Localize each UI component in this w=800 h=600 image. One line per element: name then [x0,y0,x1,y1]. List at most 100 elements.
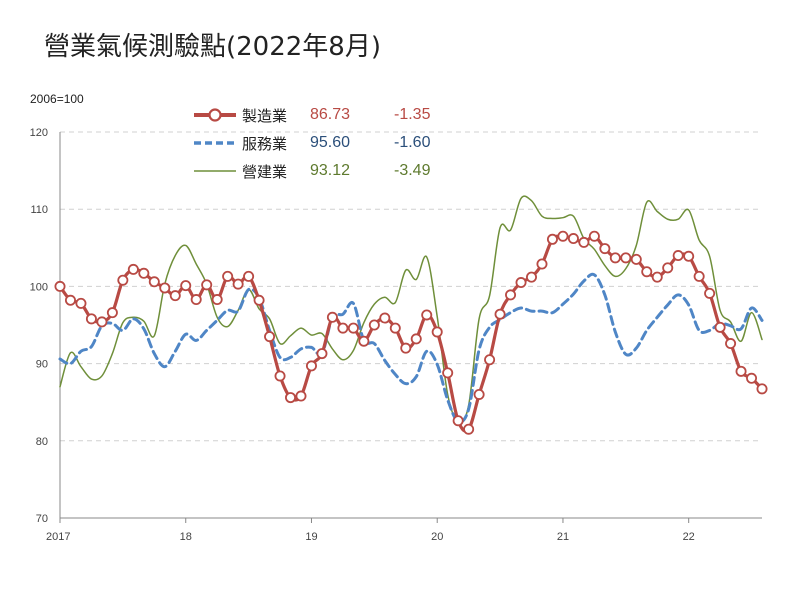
data-point-manufacturing [169,290,181,302]
data-point-manufacturing [106,307,118,319]
legend-swatch-manufacturing [194,108,236,122]
data-point-manufacturing [536,258,548,270]
data-point-manufacturing [389,322,401,334]
data-point-manufacturing [630,253,642,265]
data-point-manufacturing [515,277,527,289]
data-point-manufacturing [662,262,674,274]
data-point-manufacturing [222,270,234,282]
data-point-manufacturing [567,233,579,245]
data-point-manufacturing [620,252,632,264]
x-tick-label: 19 [305,531,317,543]
data-point-manufacturing [410,333,422,345]
series-line-services [58,272,764,424]
data-point-manufacturing [190,294,202,306]
data-point-manufacturing [75,297,87,309]
legend-swatch-services [194,141,236,145]
data-point-manufacturing [672,250,684,262]
legend-name-services: 服務業 [242,134,288,153]
data-point-manufacturing [368,319,380,331]
data-point-manufacturing [599,243,611,255]
x-tick-label: 18 [180,531,192,543]
y-tick-label: 80 [36,436,48,448]
data-point-manufacturing [756,383,768,395]
data-point-manufacturing [473,388,485,400]
data-point-manufacturing [54,280,66,292]
data-point-manufacturing [400,342,412,354]
data-point-manufacturing [96,316,108,328]
data-point-manufacturing [421,309,433,321]
data-point-manufacturing [232,278,244,290]
x-tick-label: 2017 [46,531,70,543]
legend-value-construction: 93.12 [310,162,351,179]
series-lines [54,195,768,435]
grid-lines [60,131,762,442]
legend-item-services: 服務業 95.60 -1.60 [192,132,464,154]
data-point-manufacturing [505,289,517,301]
data-point-manufacturing [159,282,171,294]
data-point-manufacturing [693,270,705,282]
series-line-manufacturing [58,234,764,433]
data-point-manufacturing [337,322,349,334]
data-point-manufacturing [211,294,223,306]
data-point-manufacturing [651,271,663,283]
y-tick-label: 120 [30,127,48,139]
legend-change-services: -1.60 [394,134,431,151]
data-point-manufacturing [746,372,758,384]
legend-name-manufacturing: 製造業 [242,106,288,125]
legend-item-construction: 營建業 93.12 -3.49 [192,160,464,182]
y-tick-label: 90 [36,359,48,371]
data-point-manufacturing [704,287,716,299]
data-point-manufacturing [316,348,328,360]
data-point-manufacturing [463,423,475,435]
data-point-manufacturing [609,252,621,264]
data-point-manufacturing [274,370,286,382]
data-point-manufacturing [641,266,653,278]
data-point-manufacturing [714,321,726,333]
y-tick-label: 100 [30,281,48,293]
data-point-manufacturing [546,233,558,245]
data-point-manufacturing [452,415,464,427]
data-point-manufacturing [64,294,76,306]
data-point-manufacturing [305,360,317,372]
data-point-manufacturing [326,311,338,323]
data-point-manufacturing [578,236,590,248]
data-point-manufacturing [127,263,139,275]
data-point-manufacturing [295,390,307,402]
data-point-manufacturing [494,308,506,320]
data-point-manufacturing [85,313,97,325]
x-tick-label: 22 [683,531,695,543]
legend-value-services: 95.60 [310,134,351,151]
data-point-manufacturing [442,367,454,379]
x-tick-label: 21 [557,531,569,543]
data-point-manufacturing [243,270,255,282]
data-point-manufacturing [557,230,569,242]
data-point-manufacturing [735,365,747,377]
series-line-construction [59,195,763,423]
data-point-manufacturing [138,267,150,279]
data-point-manufacturing [683,250,695,262]
data-point-manufacturing [253,294,265,306]
data-point-manufacturing [588,230,600,242]
x-tick-label: 20 [431,531,443,543]
legend-item-manufacturing: 製造業 86.73 -1.35 [192,104,464,126]
data-point-manufacturing [725,338,737,350]
chart-title: 營業氣候測驗點(2022年8月) [44,32,381,62]
y-tick-label: 70 [36,513,48,525]
data-point-manufacturing [201,279,213,291]
data-point-manufacturing [148,276,160,288]
legend-name-construction: 營建業 [242,162,288,181]
data-point-manufacturing [431,326,443,338]
legend-change-manufacturing: -1.35 [394,106,431,123]
data-point-manufacturing [285,392,297,404]
data-point-manufacturing [379,312,391,324]
data-point-manufacturing [264,331,276,343]
data-point-manufacturing [358,335,370,347]
legend-swatch-construction [194,170,236,172]
unit-label: 2006=100 [30,92,84,106]
legend-value-manufacturing: 86.73 [310,106,351,123]
legend-change-construction: -3.49 [394,162,431,179]
axes: 70 80 90 100 110 120 2017 18 19 20 21 22 [30,127,762,543]
data-point-manufacturing [117,274,129,286]
data-point-manufacturing [347,322,359,334]
